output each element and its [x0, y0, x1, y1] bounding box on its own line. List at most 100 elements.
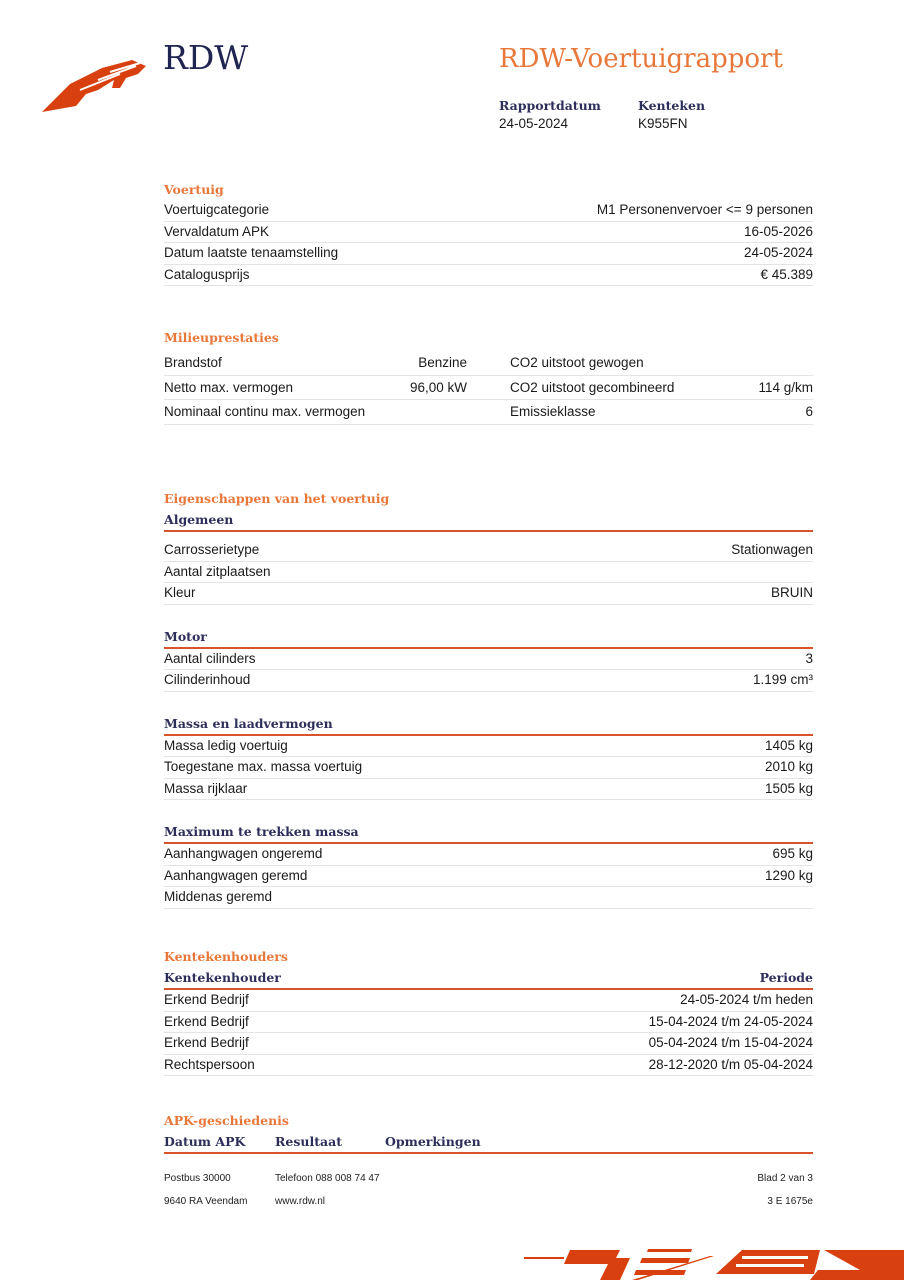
group-title: Maximum te trekken massa [164, 821, 813, 844]
apk-header: Datum APK Resultaat Opmerkingen [164, 1131, 813, 1154]
row-value: 05-04-2024 t/m 15-04-2024 [648, 1035, 813, 1050]
table-row: Aantal cilinders 3 [164, 649, 813, 670]
section-title: Voertuig [164, 182, 224, 197]
row-value: 3 [805, 650, 813, 666]
table-row: Carrosserietype Stationwagen [164, 540, 813, 562]
section-eigenschappen: Eigenschappen van het voertuig Algemeen Ca… [164, 488, 813, 909]
col-datum-apk: Datum APK [164, 1134, 246, 1149]
group-title-text: Motor [164, 628, 207, 644]
row-value [756, 351, 813, 375]
table-row: Middenas geremd [164, 887, 813, 909]
group-spacer [164, 532, 813, 540]
row-label: Catalogusprijs [164, 266, 250, 282]
row-label: Datum laatste tenaamstelling [164, 245, 339, 260]
row-value: 695 kg [772, 846, 813, 861]
table-row: Vervaldatum APK 16-05-2026 [164, 222, 813, 243]
col-kentekenhouder: Kentekenhouder [164, 970, 281, 985]
section-title: APK-geschiedenis [164, 1113, 289, 1128]
table-row: Erkend Bedrijf 15-04-2024 t/m 24-05-2024 [164, 1012, 813, 1033]
table-row: Aanhangwagen geremd 1290 kg [164, 866, 813, 887]
section-title: Milieuprestaties [164, 330, 279, 345]
row-value: BRUIN [770, 585, 813, 600]
row-value: 24-05-2024 t/m heden [680, 992, 813, 1007]
row-label: CO2 uitstoot gewogen [510, 355, 644, 370]
brand-name: RDW [163, 38, 249, 77]
section-title: Eigenschappen van het voertuig [164, 491, 390, 506]
col-periode: Periode [759, 970, 813, 985]
row-label: Vervaldatum APK [164, 223, 270, 239]
meta-rapportdatum: Rapportdatum 24-05-2024 [499, 98, 601, 131]
row-value: 28-12-2020 t/m 05-04-2024 [648, 1056, 813, 1072]
table-row: Toegestane max. massa voertuig 2010 kg [164, 757, 813, 779]
meta-label: Rapportdatum [499, 98, 601, 113]
row-label: Massa rijklaar [164, 780, 248, 796]
table-row: Erkend Bedrijf 24-05-2024 t/m heden [164, 990, 813, 1012]
footer-phone: Telefoon 088 008 74 47 [275, 1173, 380, 1184]
row-label: Netto max. vermogen [164, 379, 294, 395]
table-row: Datum laatste tenaamstelling 24-05-2024 [164, 243, 813, 265]
table-header: Kentekenhouder Periode [164, 967, 813, 990]
section-kentekenhouders: Kentekenhouders Kentekenhouder Periode Erke… [164, 946, 813, 1076]
row-value: 96,00 kW [409, 379, 467, 395]
rdw-logo-icon [42, 60, 146, 112]
footer-page: Blad 2 van 3 [757, 1173, 813, 1184]
footer-website[interactable]: www.rdw.nl [275, 1196, 326, 1207]
row-label: Toegestane max. massa voertuig [164, 759, 363, 774]
meta-kenteken: Kenteken K955FN [638, 98, 705, 131]
table-row: Voertuigcategorie M1 Personenvervoer <= 9… [164, 200, 813, 222]
row-label: Emissieklasse [510, 404, 596, 419]
section-milieuprestaties: Milieuprestaties Brandstof Benzine CO2 uits… [164, 327, 813, 425]
row-label: Aantal zitplaatsen [164, 563, 271, 579]
row-label: Rechtspersoon [164, 1056, 255, 1072]
col-opmerkingen: Opmerkingen [385, 1134, 481, 1149]
table-row: Brandstof Benzine CO2 uitstoot gewogen [164, 351, 813, 376]
row-value: 15-04-2024 t/m 24-05-2024 [648, 1013, 813, 1029]
table-row: Massa rijklaar 1505 kg [164, 779, 813, 800]
footer-code: 3 E 1675e [767, 1196, 813, 1207]
row-value: M1 Personenvervoer <= 9 personen [596, 202, 813, 217]
meta-value: 24-05-2024 [499, 116, 569, 131]
meta-label: Kenteken [638, 98, 706, 113]
row-value: 1505 kg [764, 780, 813, 796]
meta-value: K955FN [638, 116, 688, 131]
table-row: Erkend Bedrijf 05-04-2024 t/m 15-04-2024 [164, 1033, 813, 1055]
row-value: 6 [805, 404, 813, 419]
row-value: 114 g/km [758, 379, 813, 395]
footer-address2: 9640 RA Veendam [164, 1196, 248, 1207]
section-apk-geschiedenis: APK-geschiedenis Datum APK Resultaat Opm… [164, 1110, 813, 1154]
row-label: Voertuigcategorie [164, 202, 270, 217]
row-label: Middenas geremd [164, 889, 273, 904]
row-value: 2010 kg [764, 759, 813, 774]
row-label: Kleur [164, 585, 196, 600]
row-label: Erkend Bedrijf [164, 1035, 249, 1050]
section-voertuig: Voertuig Voertuigcategorie M1 Personenverv… [164, 179, 813, 286]
table-row: Nominaal continu max. vermogen Emissiekla… [164, 400, 813, 425]
report-title: RDW-Voertuigrapport [499, 44, 783, 74]
table-row: Kleur BRUIN [164, 583, 813, 605]
group-title: Algemeen [164, 509, 813, 532]
row-value: Benzine [418, 355, 467, 370]
row-label: Nominaal continu max. vermogen [164, 404, 366, 419]
section-title: Kentekenhouders [164, 949, 288, 964]
table-row: Aanhangwagen ongeremd 695 kg [164, 844, 813, 866]
group-title-text: Massa en laadvermogen [164, 715, 333, 731]
row-label: Aanhangwagen ongeremd [164, 846, 323, 861]
row-label: Cilinderinhoud [164, 672, 251, 687]
row-value [394, 400, 467, 424]
row-value: 1.199 cm³ [752, 672, 813, 687]
table-row: Netto max. vermogen 96,00 kW CO2 uitstoot … [164, 376, 813, 400]
table-row: Rechtspersoon 28-12-2020 t/m 05-04-2024 [164, 1055, 813, 1076]
row-value: 16-05-2026 [743, 223, 813, 239]
rdw-stripe-decoration-icon [524, 1249, 904, 1280]
row-label: Erkend Bedrijf [164, 992, 249, 1007]
group-title-text: Maximum te trekken massa [164, 824, 359, 839]
col-resultaat: Resultaat [275, 1134, 342, 1149]
row-label: Carrosserietype [164, 542, 260, 557]
table-row: Massa ledig voertuig 1405 kg [164, 736, 813, 757]
footer-address1: Postbus 30000 [164, 1173, 231, 1184]
row-value: 1290 kg [764, 867, 813, 883]
row-label: Brandstof [164, 355, 222, 370]
row-label: Aanhangwagen geremd [164, 867, 308, 883]
row-value: Stationwagen [731, 542, 813, 557]
